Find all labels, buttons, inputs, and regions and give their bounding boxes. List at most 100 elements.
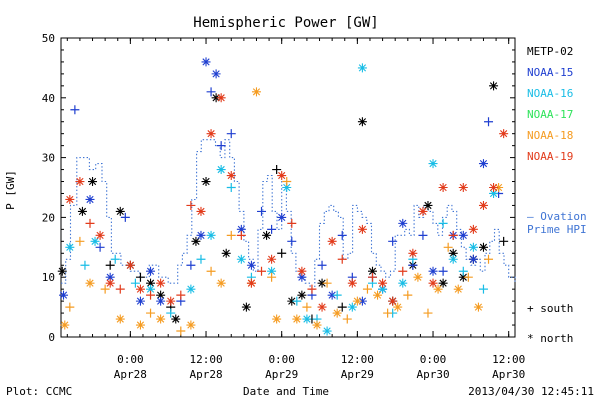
- marker-south: [146, 308, 156, 318]
- marker-north: [378, 284, 388, 294]
- x-tick-time: 12:00: [341, 353, 374, 366]
- marker-north: [156, 290, 166, 300]
- marker-north: [59, 290, 69, 300]
- marker-north: [65, 242, 75, 252]
- marker-south: [95, 242, 105, 252]
- y-tick-label: 20: [42, 211, 55, 224]
- marker-south: [287, 218, 297, 228]
- marker-north: [458, 272, 468, 282]
- marker-north: [332, 308, 342, 318]
- marker-north: [156, 296, 166, 306]
- marker-north: [458, 230, 468, 240]
- marker-north: [352, 296, 362, 306]
- marker-north: [458, 183, 468, 192]
- marker-south: [65, 302, 75, 312]
- marker-north: [146, 284, 156, 294]
- marker-south: [342, 314, 352, 324]
- x-tick-time: 0:00: [117, 353, 144, 366]
- marker-north: [95, 230, 105, 240]
- marker-south: [302, 302, 312, 312]
- marker-north: [499, 129, 509, 139]
- y-tick-label: 10: [42, 271, 55, 284]
- marker-south: [448, 230, 458, 240]
- marker-south: [478, 284, 488, 294]
- marker-north: [267, 266, 277, 276]
- marker-north: [489, 81, 499, 91]
- marker-north: [135, 296, 145, 306]
- marker-north: [282, 183, 292, 192]
- marker-north: [357, 224, 367, 234]
- x-tick-time: 12:00: [492, 353, 525, 366]
- marker-south: [257, 266, 267, 276]
- marker-north: [398, 278, 408, 288]
- marker-north: [105, 272, 115, 282]
- marker-south: [267, 224, 277, 234]
- marker-north: [297, 290, 307, 300]
- marker-south: [216, 141, 226, 151]
- marker-north: [367, 266, 377, 276]
- marker-north: [272, 314, 282, 324]
- legend-ovation-line2: Prime HPI: [527, 223, 587, 236]
- marker-south: [337, 302, 347, 312]
- marker-north: [297, 266, 307, 276]
- marker-north: [211, 93, 221, 103]
- marker-north: [428, 278, 438, 288]
- legend-entry: NOAA-18: [527, 129, 573, 142]
- marker-north: [206, 129, 216, 139]
- marker-south: [362, 284, 372, 294]
- marker-south: [176, 326, 186, 336]
- marker-north: [146, 266, 156, 276]
- marker-south: [307, 284, 317, 294]
- x-tick-date: Apr30: [492, 368, 525, 381]
- marker-south: [484, 117, 494, 127]
- marker-north: [216, 165, 226, 175]
- marker-south: [337, 230, 347, 240]
- marker-north: [438, 278, 448, 288]
- marker-north: [196, 206, 206, 216]
- marker-north: [468, 254, 478, 264]
- plot-frame: [60, 37, 516, 338]
- marker-south: [463, 272, 473, 282]
- marker-north: [347, 278, 357, 288]
- marker-north: [378, 278, 388, 288]
- x-tick-date: Apr30: [416, 368, 449, 381]
- marker-north: [60, 320, 70, 330]
- marker-north: [297, 272, 307, 282]
- marker-south: [176, 290, 186, 300]
- marker-south: [85, 218, 95, 228]
- marker-south: [186, 260, 196, 270]
- marker-south: [146, 290, 156, 300]
- marker-north: [216, 93, 226, 103]
- legend-north: * north: [527, 332, 573, 345]
- marker-north: [186, 320, 196, 330]
- marker-south: [135, 272, 145, 282]
- marker-north: [246, 260, 256, 270]
- marker-north: [90, 236, 100, 246]
- marker-north: [88, 177, 98, 187]
- x-tick-time: 0:00: [268, 353, 295, 366]
- marker-north: [322, 326, 332, 336]
- marker-north: [347, 302, 357, 312]
- marker-south: [438, 266, 448, 276]
- marker-north: [206, 230, 216, 240]
- marker-south: [403, 290, 413, 300]
- marker-south: [332, 290, 342, 300]
- marker-north: [211, 69, 221, 79]
- marker-north: [448, 248, 458, 258]
- marker-north: [146, 278, 156, 288]
- marker-north: [438, 183, 448, 192]
- marker-north: [135, 320, 145, 330]
- marker-north: [251, 87, 261, 97]
- marker-north: [388, 296, 398, 306]
- marker-south: [186, 200, 196, 210]
- marker-north: [267, 254, 277, 264]
- marker-south: [383, 308, 393, 318]
- marker-north: [393, 302, 403, 312]
- marker-north: [241, 302, 251, 312]
- legend-entry: NOAA-15: [527, 66, 573, 79]
- footer-timestamp: 2013/04/30 12:45:11: [468, 385, 594, 398]
- x-tick-time: 12:00: [189, 353, 222, 366]
- marker-south: [287, 236, 297, 246]
- marker-north: [75, 177, 85, 187]
